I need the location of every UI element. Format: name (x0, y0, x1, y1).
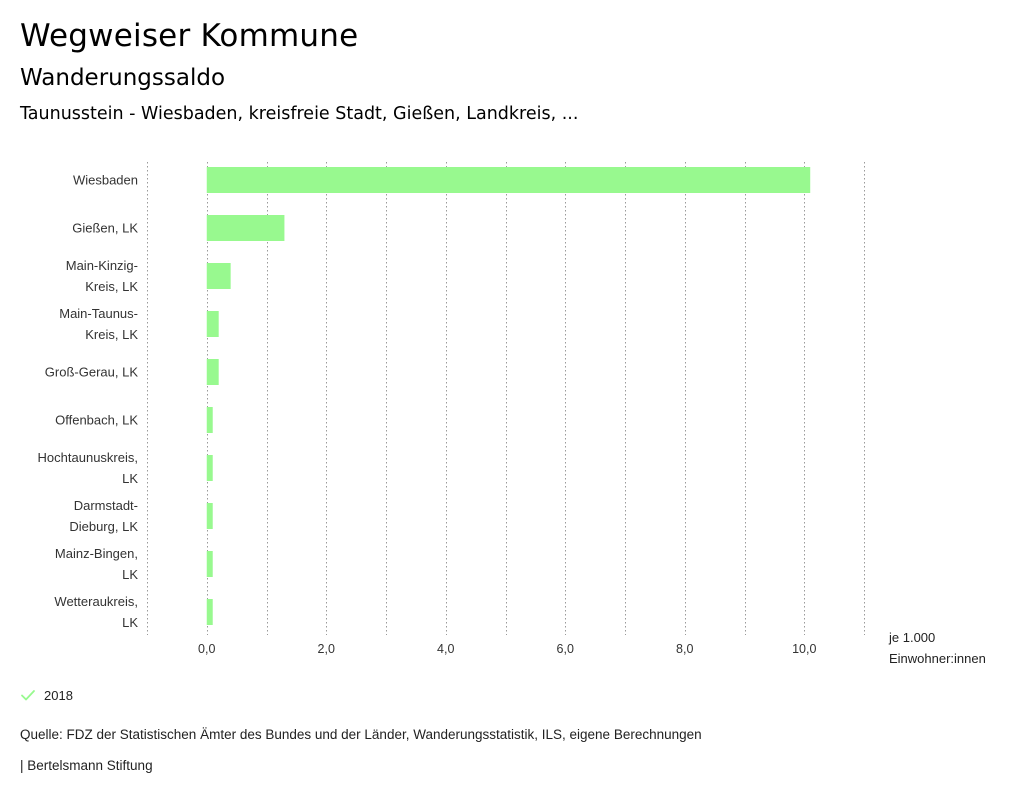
legend[interactable]: 2018 (20, 687, 73, 703)
legend-label-2018: 2018 (44, 687, 73, 703)
bar (206, 215, 285, 241)
unit-label: je 1.000 Einwohner:innen (888, 630, 986, 666)
category-label: Mainz-Bingen, LK (55, 546, 138, 582)
chart-subtitle: Wanderungssaldo (20, 65, 226, 91)
x-tick-label: 4,0 (437, 642, 454, 656)
category-label: Main-Kinzig-Kreis, LK (66, 258, 139, 294)
category-label: Main-Taunus-Kreis, LK (59, 306, 138, 342)
category-label: Gießen, LK (72, 221, 138, 236)
bar (206, 167, 811, 193)
category-label: Hochtaunuskreis, LK (38, 450, 139, 486)
x-tick-label: 10,0 (792, 642, 816, 656)
category-label: Offenbach, LK (55, 413, 138, 428)
bar (206, 551, 213, 577)
x-tick-label: 2,0 (318, 642, 335, 656)
bar (206, 599, 213, 625)
region-label: Taunusstein - Wiesbaden, kreisfreie Stad… (20, 104, 579, 124)
category-label: Wetteraukreis, LK (54, 594, 138, 630)
bar (206, 503, 213, 529)
bar (206, 311, 219, 337)
x-tick-label: 6,0 (557, 642, 574, 656)
bar (206, 455, 213, 481)
x-tick-label: 0,0 (198, 642, 215, 656)
x-tick-label: 8,0 (676, 642, 693, 656)
chart-title: Wegweiser Kommune (20, 18, 359, 54)
source-note: Quelle: FDZ der Statistischen Ämter des … (20, 727, 702, 742)
copyright-note: | Bertelsmann Stiftung (20, 758, 153, 773)
checkmark-icon (21, 690, 35, 701)
category-label: Groß-Gerau, LK (45, 365, 139, 380)
bar (206, 407, 213, 433)
category-label: Wiesbaden (73, 173, 138, 188)
bar (206, 263, 231, 289)
category-label: Darmstadt-Dieburg, LK (69, 498, 138, 534)
bar (206, 359, 219, 385)
bar-chart: Wiesbaden Gießen, LK Main-Kinzig-Kreis, LK… (38, 162, 986, 666)
